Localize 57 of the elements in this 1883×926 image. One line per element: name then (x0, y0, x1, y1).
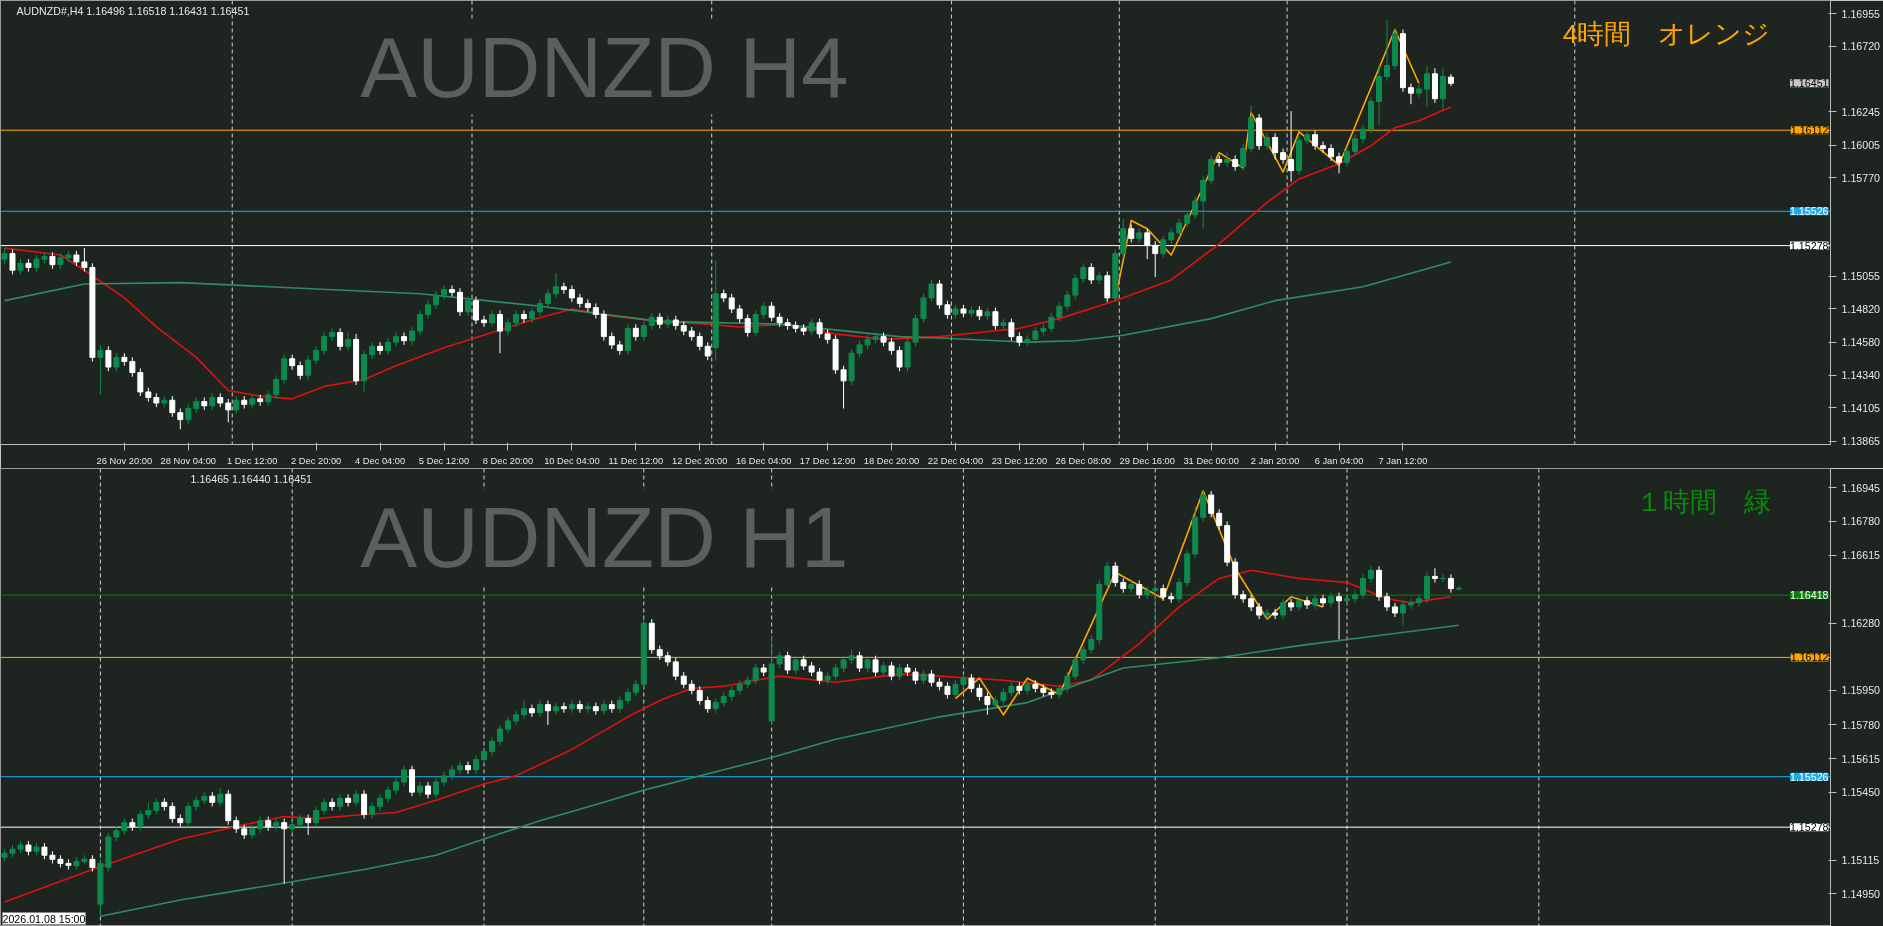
y-tick-label: 1.16720 (1841, 40, 1881, 53)
y-tick-label: 1.15055 (1841, 270, 1881, 283)
annotation: 4時間 オレンジ (1562, 18, 1771, 49)
ref-line-label: 1.15526 (1789, 770, 1829, 783)
y-tick-label: 1.15450 (1841, 786, 1881, 799)
y-tick-label: 1.14105 (1841, 401, 1881, 414)
ref-line-label: 1.15278 (1789, 239, 1829, 252)
y-tick-label: 1.16780 (1841, 515, 1881, 528)
ref-line-label: 1.15278 (1789, 821, 1829, 834)
x-tick-label: 6 Jan 04:00 (1314, 455, 1364, 466)
y-tick-label: 1.16245 (1841, 105, 1881, 118)
y-tick-label: 1.16005 (1841, 139, 1881, 152)
x-tick-label: 11 Dec 12:00 (608, 455, 664, 466)
x-tick-label: 29 Dec 16:00 (1119, 455, 1175, 466)
y-tick-label: 1.14950 (1841, 887, 1881, 900)
y-tick-label: 1.16955 (1841, 7, 1881, 20)
y-tick-label: 1.13865 (1841, 435, 1881, 448)
x-tick-label: 18 Dec 20:00 (863, 455, 920, 466)
x-tick-label: 8 Dec 20:00 (482, 455, 534, 466)
x-tick-label: 23 Dec 12:00 (991, 455, 1048, 466)
x-tick-label: 7 Jan 12:00 (1378, 455, 1428, 466)
y-tick-label: 1.15115 (1841, 854, 1880, 867)
x-tick-label: 2 Jan 20:00 (1250, 455, 1300, 466)
y-tick-label: 1.15615 (1841, 752, 1881, 765)
x-tick-label: 22 Dec 04:00 (927, 455, 984, 466)
x-tick-label: 17 Dec 12:00 (799, 455, 856, 466)
x-tick-label: 26 Dec 08:00 (1055, 455, 1112, 466)
x-tick-label: 31 Dec 00:00 (1183, 455, 1239, 466)
ref-line-label: 1.15526 (1789, 205, 1829, 218)
y-tick-label: 1.15770 (1841, 171, 1881, 184)
chart-title: AUDNZD#,H4 1.16496 1.16518 1.16431 1.16451 (16, 4, 250, 17)
x-tick-label: 1 Dec 12:00 (227, 455, 278, 466)
y-tick-label: 1.16280 (1841, 617, 1881, 630)
annotation: １時間 緑 (1635, 486, 1771, 517)
y-tick-label: 1.15780 (1841, 718, 1881, 731)
y-tick-label: 1.15950 (1841, 684, 1881, 697)
x-tick-label: 10 Dec 04:00 (544, 455, 600, 466)
y-tick-label: 1.16945 (1841, 481, 1881, 494)
annotation: 1.16451 (1789, 77, 1829, 90)
annotation: AUDNZD H4 (360, 19, 849, 115)
x-tick-label: 4 Dec 04:00 (354, 455, 406, 466)
x-tick-label: 26 Nov 20:00 (96, 455, 153, 466)
ref-line-label: 1.16112 (1790, 651, 1829, 664)
y-tick-label: 1.14340 (1841, 369, 1881, 382)
ref-line-label: 1.16112 (1790, 124, 1829, 137)
x-tick-label: 16 Dec 04:00 (735, 455, 792, 466)
x-tick-label: 12 Dec 20:00 (671, 455, 728, 466)
x-tick-label: 5 Dec 12:00 (418, 455, 470, 466)
y-tick-label: 1.14580 (1841, 336, 1881, 349)
x-tick-label: 2 Dec 20:00 (291, 455, 342, 466)
annotation: AUDNZD H1 (360, 489, 849, 585)
y-tick-label: 1.16615 (1841, 549, 1881, 562)
ref-line-label: 1.16418 (1789, 589, 1829, 602)
x-tick-label: 28 Nov 04:00 (160, 455, 217, 466)
chart-title: 1.16465 1.16440 1.16451 (190, 472, 313, 485)
y-tick-label: 1.14820 (1841, 302, 1881, 315)
annotation: 2026.01.08 15:00 (2, 912, 86, 925)
